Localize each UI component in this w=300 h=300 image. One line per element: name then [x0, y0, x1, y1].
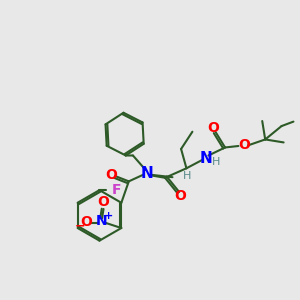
Text: H: H [212, 157, 220, 167]
Text: H: H [183, 171, 191, 181]
Text: F: F [111, 182, 121, 197]
Text: −: − [75, 220, 85, 233]
Text: N: N [96, 214, 108, 228]
Text: O: O [81, 215, 92, 229]
Text: +: + [104, 211, 113, 221]
Text: O: O [98, 196, 110, 209]
Text: O: O [175, 189, 186, 202]
Text: N: N [200, 151, 212, 166]
Text: O: O [238, 138, 250, 152]
Text: N: N [141, 166, 154, 181]
Text: O: O [105, 168, 117, 182]
Text: O: O [207, 122, 219, 136]
